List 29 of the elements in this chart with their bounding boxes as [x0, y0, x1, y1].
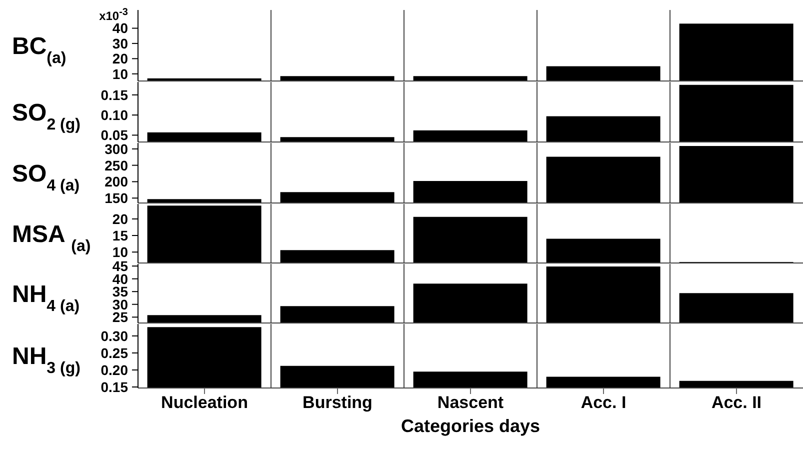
y-axis-title: MSA $_{(a)}$ — [12, 221, 91, 254]
y-tick-label: 200 — [104, 174, 128, 190]
y-axis-title: NH$_{4 (a)}$ — [12, 281, 80, 314]
x-tick-label: Nucleation — [161, 393, 248, 412]
y-tick-label: 0.05 — [100, 127, 128, 144]
x-tick-label: Nascent — [437, 393, 504, 412]
x-tick-label: Acc. I — [580, 393, 626, 412]
x-tick-label: Bursting — [302, 393, 372, 412]
x-axis-title: Categories days — [400, 416, 542, 437]
y-tick-label: 30 — [112, 35, 128, 52]
y-tick-label: 0.25 — [100, 344, 128, 361]
y-axis-title: NH$_{3 (g)}$ — [12, 343, 80, 376]
y-tick-label: 150 — [104, 190, 128, 206]
y-tick-label: 250 — [104, 157, 128, 174]
y-axis-title: SO$_{2 (g)}$ — [12, 100, 80, 133]
y-tick-label: 0.15 — [100, 86, 128, 103]
y-tick-label: 0.20 — [100, 362, 128, 378]
y-tick-label: 20 — [112, 50, 128, 67]
y-tick-label: 15 — [112, 227, 128, 244]
y-tick-label: 300 — [104, 140, 128, 157]
y-tick-label: 0.30 — [100, 328, 128, 344]
x-tick-label: Acc. II — [711, 393, 762, 412]
y-axis-title: BC$_{(a)}$ — [12, 33, 66, 66]
y-tick-label: 0.10 — [100, 107, 128, 124]
y-tick-label: 10 — [112, 66, 128, 82]
y-axis-title: SO$_{4 (a)}$ — [12, 160, 80, 194]
y-tick-label: 20 — [112, 210, 128, 227]
y-tick-label: 10 — [112, 244, 128, 260]
y-tick-label: 0.15 — [100, 378, 128, 395]
